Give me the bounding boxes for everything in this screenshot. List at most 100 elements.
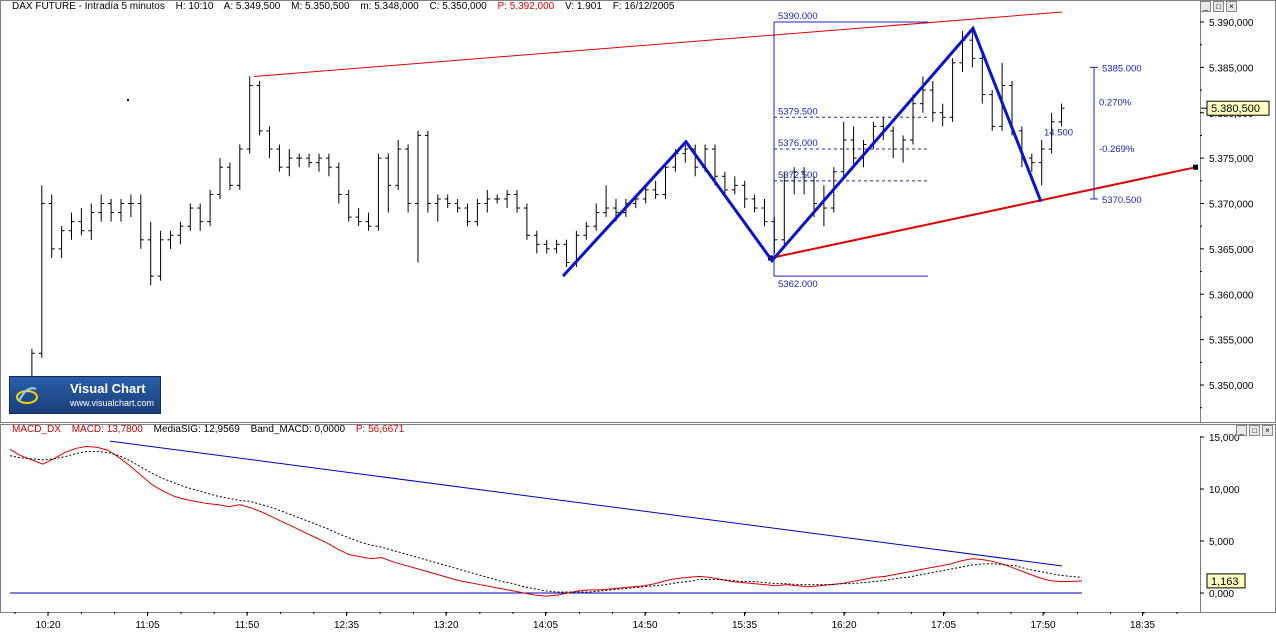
price-bar [147, 221, 154, 286]
percent-up-label: 0.270% [1099, 97, 1132, 108]
trendline-handle [1193, 164, 1198, 170]
price-bar [751, 194, 758, 213]
price-bar [78, 208, 85, 236]
macd-minimize-button[interactable]: _ [1236, 425, 1247, 436]
price-bar [266, 126, 273, 159]
price-bar [484, 189, 491, 213]
price-bar [910, 94, 916, 145]
price-bar [1028, 153, 1035, 172]
price-bar [543, 239, 550, 254]
price-bar [1048, 112, 1055, 154]
logo-swoosh-icon [16, 387, 38, 404]
price-bar [276, 144, 283, 172]
price-bar [989, 90, 996, 131]
price-bar [68, 212, 75, 240]
price-tick-label: 5.375,000 [1209, 154, 1254, 165]
macd-value-label: MACD: 13,7800 [71, 424, 143, 435]
price-bar [98, 194, 105, 222]
price-bar [187, 203, 194, 231]
price-bar [494, 194, 501, 204]
price-bar [177, 221, 184, 245]
price-bar [583, 221, 590, 240]
price-bar [375, 153, 382, 231]
price-tick-label: 5.360,000 [1209, 290, 1254, 301]
price-bar [929, 80, 936, 122]
time-label: H: 10:10 [175, 1, 214, 12]
price-bar [395, 139, 402, 190]
fib-level-label: 5390.000 [778, 11, 818, 22]
macd-series-line [9, 445, 1083, 597]
logo-title: Visual Chart [70, 381, 146, 396]
price-bar [712, 144, 718, 186]
symbol-label: DAX FUTURE - Intradía 5 minutos [12, 1, 165, 12]
price-bar [919, 76, 926, 113]
price-bar [979, 53, 986, 104]
price-bar [820, 185, 827, 227]
price-tick-label: 5.350,000 [1209, 381, 1254, 392]
zigzag-line [561, 25, 1043, 278]
price-bar [58, 226, 65, 258]
band-value-label: Band_MACD: 0,0000 [250, 424, 346, 435]
price-bar [682, 144, 689, 163]
macd-tick-label: 5,000 [1209, 537, 1234, 548]
signal-series-line [9, 451, 1083, 593]
time-tick-label: 18:35 [1130, 620, 1155, 630]
price-bar [593, 203, 600, 231]
price-bars-group [19, 31, 1065, 404]
macd-close-button[interactable]: × [1262, 425, 1273, 436]
price-bar [127, 194, 134, 218]
price-bar [38, 185, 45, 358]
price-bar [197, 203, 204, 231]
range-label: 14.500 [1044, 127, 1073, 138]
date-label: F: 16/12/2005 [612, 1, 675, 12]
macd-panel-header: MACD_DX MACD: 13,7800 MediaSIG: 12,9569 … [12, 424, 412, 435]
price-bar [721, 171, 728, 195]
percent-down-label: -0.269% [1099, 144, 1135, 155]
price-tick-label: 5.370,000 [1209, 200, 1254, 211]
price-bar [1058, 103, 1065, 127]
price-bar [256, 80, 263, 136]
time-tick-label: 14:50 [632, 620, 657, 630]
price-bar [523, 203, 530, 240]
price-bar [781, 171, 788, 245]
price-bar [553, 239, 560, 254]
macd-current-label: 1,163 [1211, 576, 1239, 588]
price-bar [850, 126, 857, 168]
close-button[interactable]: × [1226, 1, 1237, 12]
price-bar [890, 126, 897, 159]
price-bar [424, 130, 431, 213]
time-tick-label: 15:35 [732, 620, 757, 630]
projection-level-label: 5370.500 [1102, 195, 1142, 206]
price-tick-label: 5.390,000 [1209, 18, 1254, 29]
price-bar [108, 198, 115, 222]
price-bar [969, 31, 976, 68]
open-label: A: 5.349,500 [223, 1, 281, 12]
price-panel-window-controls: _ □ × [1200, 1, 1237, 12]
current-price-label: 5.380,500 [1211, 103, 1260, 115]
price-bar [118, 198, 124, 222]
price-tick-label: 5.365,000 [1209, 245, 1254, 256]
minimize-button[interactable]: _ [1200, 1, 1211, 12]
price-bar [939, 103, 946, 127]
time-tick-label: 13:20 [433, 620, 458, 630]
price-bar [325, 153, 332, 177]
macd-tick-label: 15,000 [1209, 433, 1240, 444]
upper-trendline [253, 11, 1063, 77]
price-bar [306, 153, 313, 168]
price-bar [405, 144, 412, 213]
maximize-button[interactable]: □ [1213, 1, 1224, 12]
price-panel-header: DAX FUTURE - Intradía 5 minutos H: 10:10… [12, 1, 682, 12]
price-bar [464, 203, 471, 227]
macd-maximize-button[interactable]: □ [1249, 425, 1260, 436]
price-bar [444, 194, 451, 209]
price-bar [236, 144, 243, 190]
price-bar [662, 162, 669, 199]
price-bar [514, 189, 520, 213]
price-bar [603, 185, 610, 218]
fib-level-label: 5376.000 [778, 138, 818, 149]
time-tick-label: 12:35 [334, 620, 359, 630]
price-bar [840, 121, 847, 177]
price-bar [207, 189, 214, 227]
projection-level-label: 5385.000 [1102, 63, 1142, 74]
